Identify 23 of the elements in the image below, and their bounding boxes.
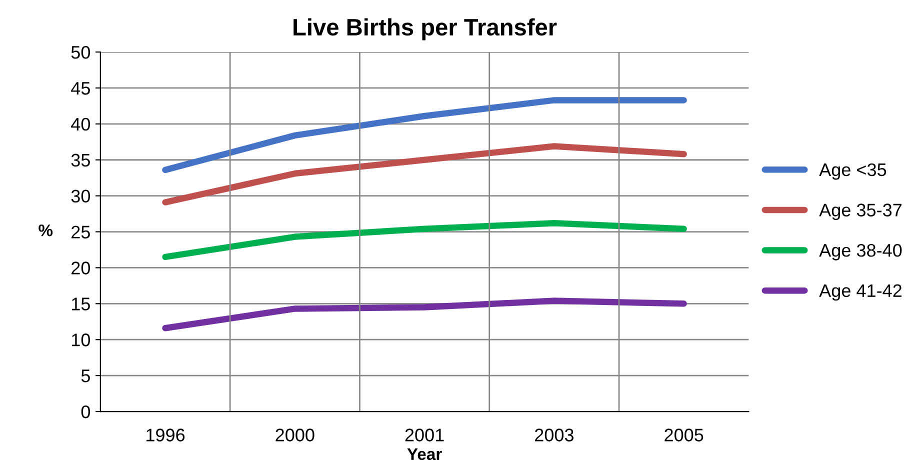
y-tick-label: 45: [71, 82, 90, 95]
y-axis-title: %: [38, 224, 53, 236]
y-tick-label: 50: [71, 46, 90, 59]
x-tick-label: 2003: [535, 428, 574, 442]
y-tick-label: 40: [71, 118, 90, 131]
x-tick-label: 2001: [405, 428, 444, 442]
y-tick-label: 15: [72, 298, 90, 310]
x-axis-title: Year: [407, 448, 442, 460]
legend-label: Age <35: [819, 163, 886, 180]
x-tick-label: 2000: [276, 428, 314, 442]
chart-title: Live Births per Transfer: [294, 18, 557, 40]
y-tick-label: 20: [72, 262, 90, 274]
y-tick-label: 35: [71, 154, 90, 167]
legend-label: Age 41-42: [819, 284, 902, 301]
legend-label: Age 35-37: [819, 204, 902, 220]
y-tick-label: 10: [72, 334, 90, 346]
x-tick-label: 2005: [664, 428, 704, 442]
y-tick-label: 5: [81, 370, 90, 382]
y-tick-label: 25: [72, 226, 90, 238]
legend-label: Age 38-40: [819, 244, 902, 260]
y-tick-label: 0: [81, 405, 90, 418]
x-tick-label: 1996: [146, 428, 185, 442]
y-tick-label: 30: [71, 190, 90, 203]
